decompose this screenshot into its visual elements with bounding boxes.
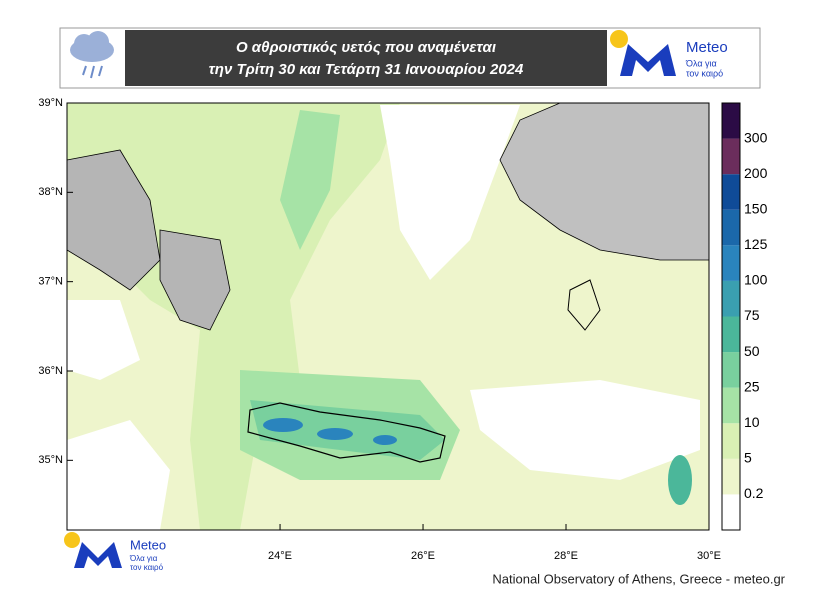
- logo: Meteo Όλα για τον καιρό: [610, 30, 728, 78]
- title: την Τρίτη 30 και Τετάρτη 31 Ιανουαρίου 2…: [209, 61, 524, 78]
- colorbar-label: 5: [744, 450, 752, 466]
- rain-icon: [70, 31, 114, 79]
- colorbar-label: 300: [744, 129, 768, 145]
- colorbar-bin: [722, 423, 740, 459]
- colorbar-bin: [722, 352, 740, 388]
- logo-tagline: τον καιρό: [130, 563, 164, 572]
- colorbar-bin: [722, 458, 740, 495]
- map: [66, 102, 710, 531]
- colorbar-label: 200: [744, 165, 768, 181]
- logo-name: Meteo: [130, 537, 166, 552]
- logo: Meteo Όλα για τον καιρό: [64, 532, 166, 572]
- colorbar-label: 100: [744, 272, 768, 288]
- logo-name: Meteo: [686, 39, 728, 56]
- colorbar-bin: [722, 209, 740, 246]
- colorbar-bin: [722, 494, 740, 530]
- colorbar-bin: [722, 316, 740, 353]
- colorbar-label: 75: [744, 307, 760, 323]
- colorbar-bin: [722, 174, 740, 210]
- lon-label: 28°E: [554, 550, 578, 562]
- colorbar-label: 25: [744, 378, 760, 394]
- lat-label: 37°N: [38, 276, 63, 288]
- colorbar-bin: [722, 245, 740, 281]
- lat-label: 35°N: [38, 454, 63, 466]
- logo-tagline: τον καιρό: [686, 68, 723, 78]
- lon-label: 24°E: [268, 550, 292, 562]
- lat-label: 38°N: [38, 186, 63, 198]
- lat-label: 39°N: [38, 97, 63, 109]
- colorbar-label: 150: [744, 200, 768, 216]
- colorbar-frame: [721, 102, 741, 531]
- colorbar-bin: [722, 138, 740, 175]
- colorbar-label: 125: [744, 236, 768, 252]
- lon-label: 26°E: [411, 550, 435, 562]
- footer: National Observatory of Athens, Greece -…: [492, 571, 785, 586]
- colorbar-label: 50: [744, 343, 760, 359]
- title-box: [125, 30, 607, 86]
- lon-label: 30°E: [697, 550, 721, 562]
- lat-label: 36°N: [38, 365, 63, 377]
- logo-tagline: Όλα για: [129, 554, 158, 563]
- colorbar-bin: [722, 103, 740, 139]
- colorbar-label: 10: [744, 414, 760, 430]
- colorbar-bin: [722, 387, 740, 424]
- colorbar-label: 0.2: [744, 485, 764, 501]
- colorbar-bin: [722, 280, 740, 317]
- title: Ο αθροιστικός υετός που αναμένεται: [236, 39, 496, 56]
- logo-tagline: Όλα για: [685, 58, 717, 68]
